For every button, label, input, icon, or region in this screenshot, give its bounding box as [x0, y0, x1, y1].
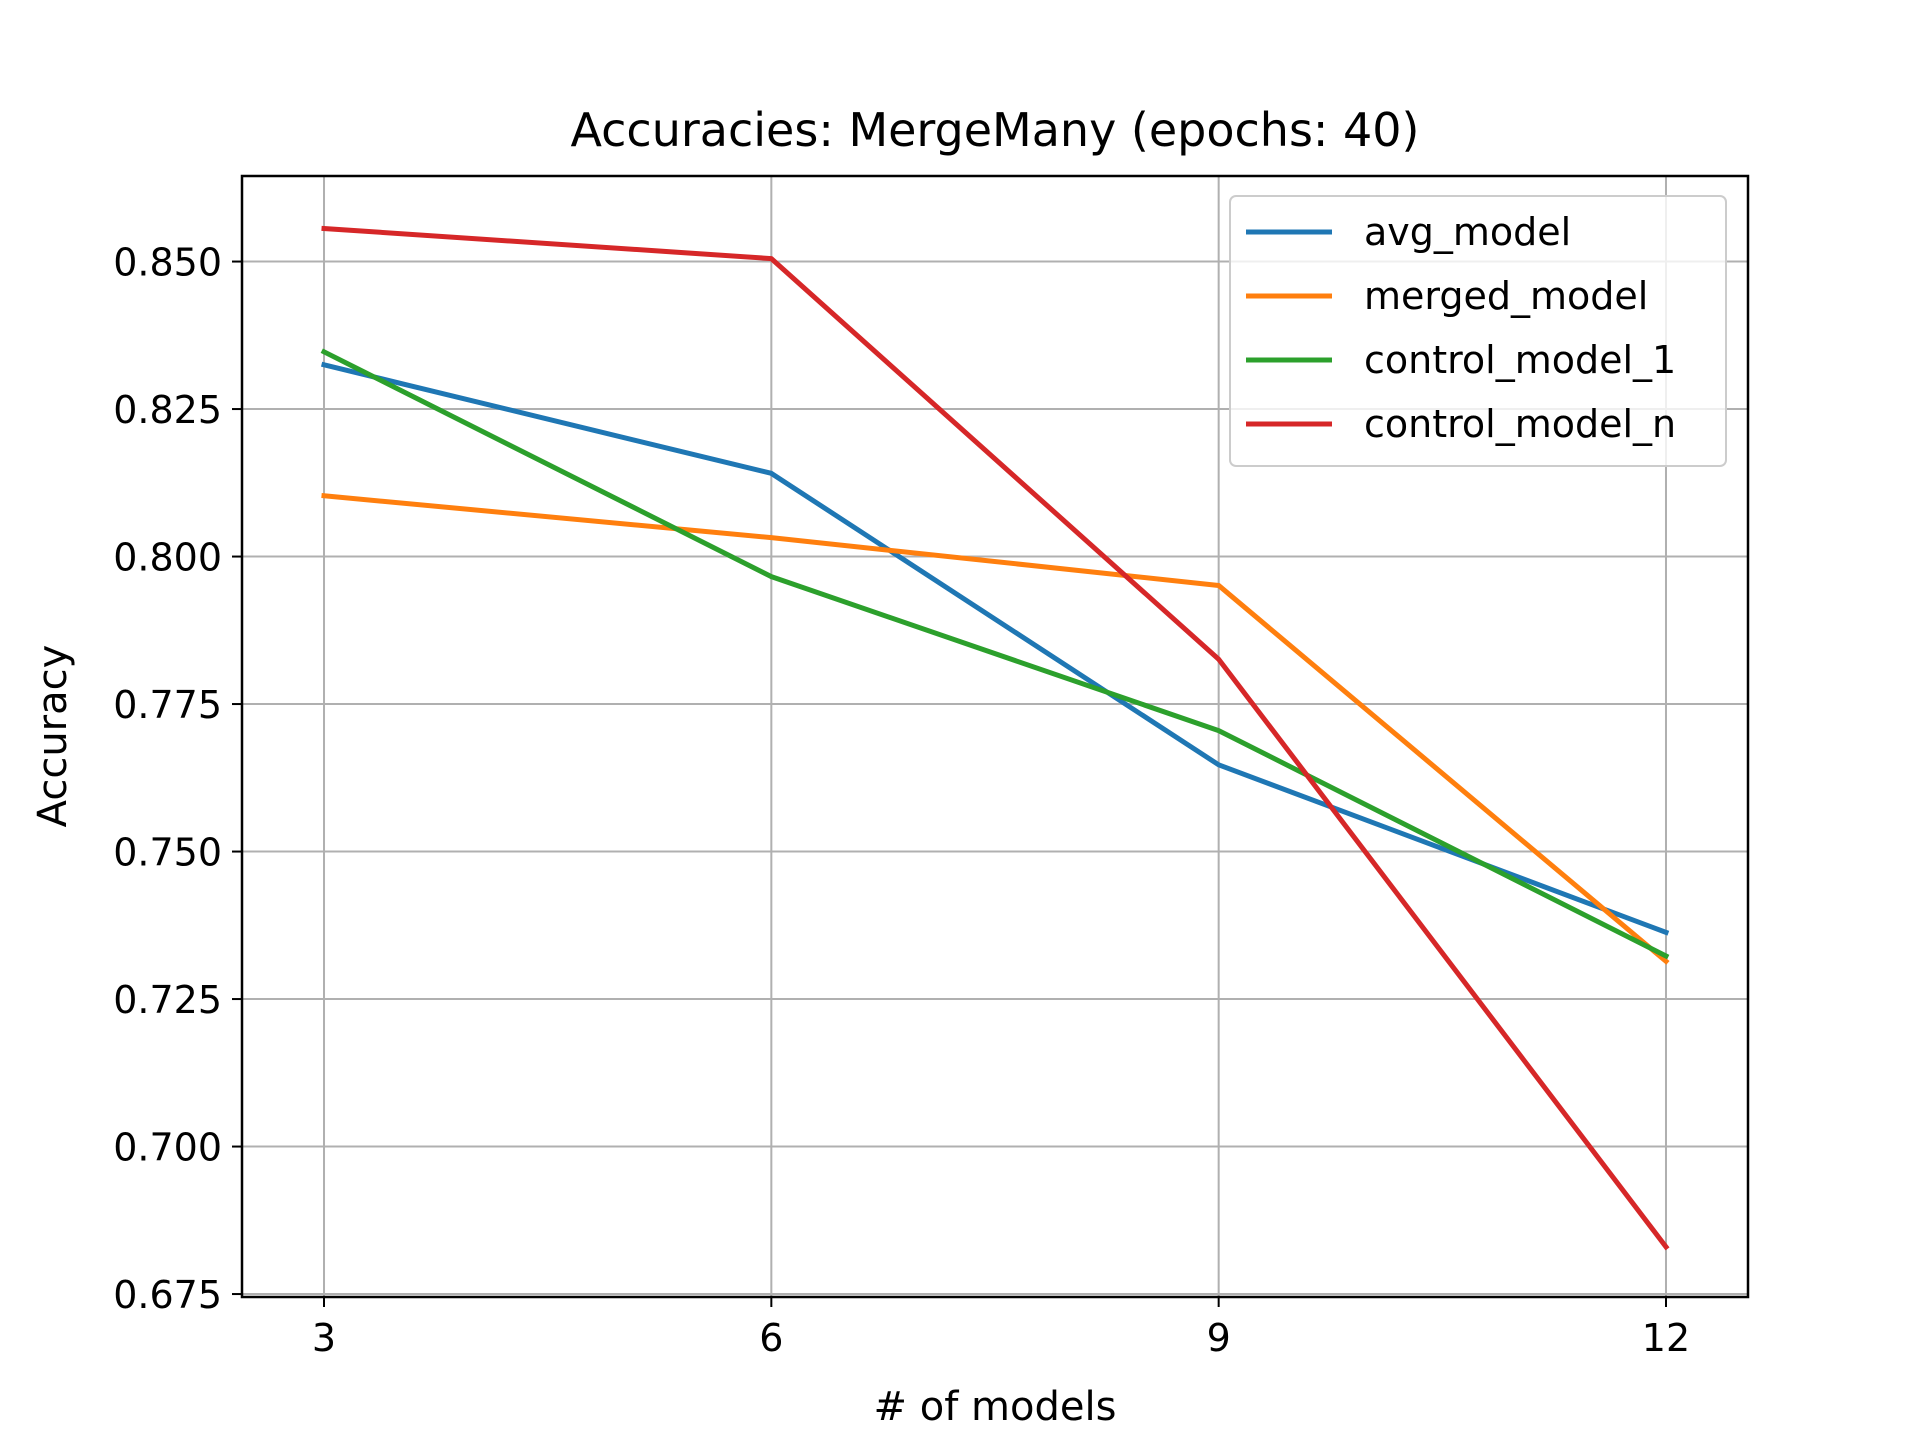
legend-label: control_model_n — [1364, 402, 1676, 446]
y-tick-label: 0.675 — [113, 1273, 222, 1317]
y-tick-label: 0.800 — [113, 536, 222, 580]
series-line-avg-model — [320, 361, 1670, 936]
x-tick-label: 9 — [1207, 1316, 1231, 1360]
x-axis-label: # of models — [874, 1384, 1117, 1430]
series-line-control-model-1 — [320, 348, 1670, 960]
series-layer — [320, 225, 1670, 1251]
x-tick-label: 6 — [759, 1316, 783, 1360]
y-tick-label: 0.825 — [113, 388, 222, 432]
plot-area-frame — [240, 174, 1750, 1299]
legend-label: merged_model — [1364, 274, 1648, 318]
y-tick-label: 0.725 — [113, 978, 222, 1022]
legend-entries: avg_model merged_model control_model_1cont… — [1246, 210, 1676, 446]
legend-label: control_model_1 — [1364, 338, 1676, 382]
series-line-control-model-n — [321, 225, 1670, 1251]
legend: avg_model merged_model control_model_1cont… — [1229, 195, 1727, 467]
x-tick-label: 12 — [1642, 1316, 1690, 1360]
y-tick-label: 0.750 — [113, 831, 222, 875]
y-axis-label: Accuracy — [30, 645, 76, 828]
y-tick-label: 0.700 — [113, 1126, 222, 1170]
x-tick-label: 3 — [312, 1316, 336, 1360]
y-tick-label: 0.775 — [113, 683, 222, 727]
chart-title: Accuracies: MergeMany (epochs: 40) — [570, 103, 1419, 157]
y-tick-label: 0.850 — [113, 241, 222, 285]
legend-label: avg_model — [1364, 210, 1571, 254]
tick-layer: 3 6 9 12 0.675 0.700 0.725 0.750 0.775 0.800 0.825… — [113, 241, 1690, 1360]
series-line-merged-model — [321, 493, 1670, 965]
legend-box — [1229, 195, 1727, 467]
